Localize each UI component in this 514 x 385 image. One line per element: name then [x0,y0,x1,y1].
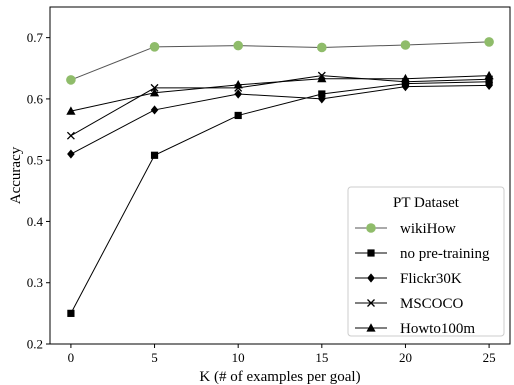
legend-label: Flickr30K [400,271,462,287]
x-tick-label: 20 [399,350,412,365]
y-axis-label: Accuracy [8,146,24,204]
legend-marker [367,299,375,307]
data-point-no-pre-training [234,111,242,120]
legend-marker [367,249,375,257]
plot-frame [49,6,511,345]
series-wikihow [66,37,494,85]
series-flickr30k [67,80,493,159]
axes: 0 5 10 15 20 25 0.2 0.3 0.4 0.5 0.6 0.7 [27,30,496,365]
data-point-howto100m [484,70,494,80]
data-point-howto100m [317,73,327,83]
legend-entry: Flickr30K [355,271,462,287]
data-point-howto100m [149,87,160,97]
y-tick-label: 0.7 [27,30,44,45]
series-line-mscoco [70,75,490,137]
data-point-wikihow [317,42,327,53]
legend-title: PT Dataset [393,195,460,211]
legend-marker [366,223,376,233]
data-point-wikihow [400,40,411,50]
x-tick-label: 25 [483,350,496,365]
data-point-mscoco [150,83,159,92]
series-line-wikihow [70,41,490,81]
legend-entry: wikiHow [355,221,456,237]
data-point-flickr30k [67,149,75,159]
x-axis-label: K (# of examples per goal) [199,369,360,385]
legend-label: MSCOCO [400,296,464,312]
series-line-no-pre-training [70,81,490,314]
legend: PT Dataset wikiHow no pre-training Flickr3… [347,186,505,337]
data-point-howto100m [233,80,243,89]
plot-content [66,37,494,317]
data-point-howto100m [400,73,411,83]
legend-entry: Howto100m [355,321,475,337]
data-point-no-pre-training [150,151,159,159]
legend-entry: no pre-training [355,246,490,262]
legend-label: Howto100m [400,321,475,337]
data-point-wikihow [149,42,160,52]
series-howto100m [66,70,494,115]
legend-marker [366,323,376,332]
data-point-howto100m [66,106,76,115]
legend-marker [367,273,375,283]
data-point-mscoco [66,131,75,140]
legend-box [347,186,505,337]
x-tick-label: 0 [68,350,75,365]
data-point-wikihow [233,40,243,51]
y-tick-label: 0.6 [27,91,44,106]
x-tick-label: 10 [232,350,245,365]
y-tick-label: 0.2 [27,337,43,352]
data-point-no-pre-training [67,309,75,317]
data-point-wikihow [66,75,76,85]
data-point-flickr30k [150,105,159,115]
legend-entry: MSCOCO [355,296,464,312]
x-tick-label: 5 [151,350,158,365]
series-line-howto100m [70,75,490,112]
data-point-wikihow [484,37,494,47]
data-point-flickr30k [485,80,493,91]
series-line-flickr30k [70,84,490,155]
y-tick-label: 0.3 [27,275,43,290]
x-tick-label: 15 [315,350,328,365]
legend-label: wikiHow [400,221,456,237]
data-point-flickr30k [318,94,326,104]
y-tick-label: 0.5 [27,153,43,168]
y-tick-label: 0.4 [27,214,44,229]
data-point-no-pre-training [318,90,326,98]
legend-label: no pre-training [400,246,490,262]
data-point-flickr30k [234,89,242,99]
